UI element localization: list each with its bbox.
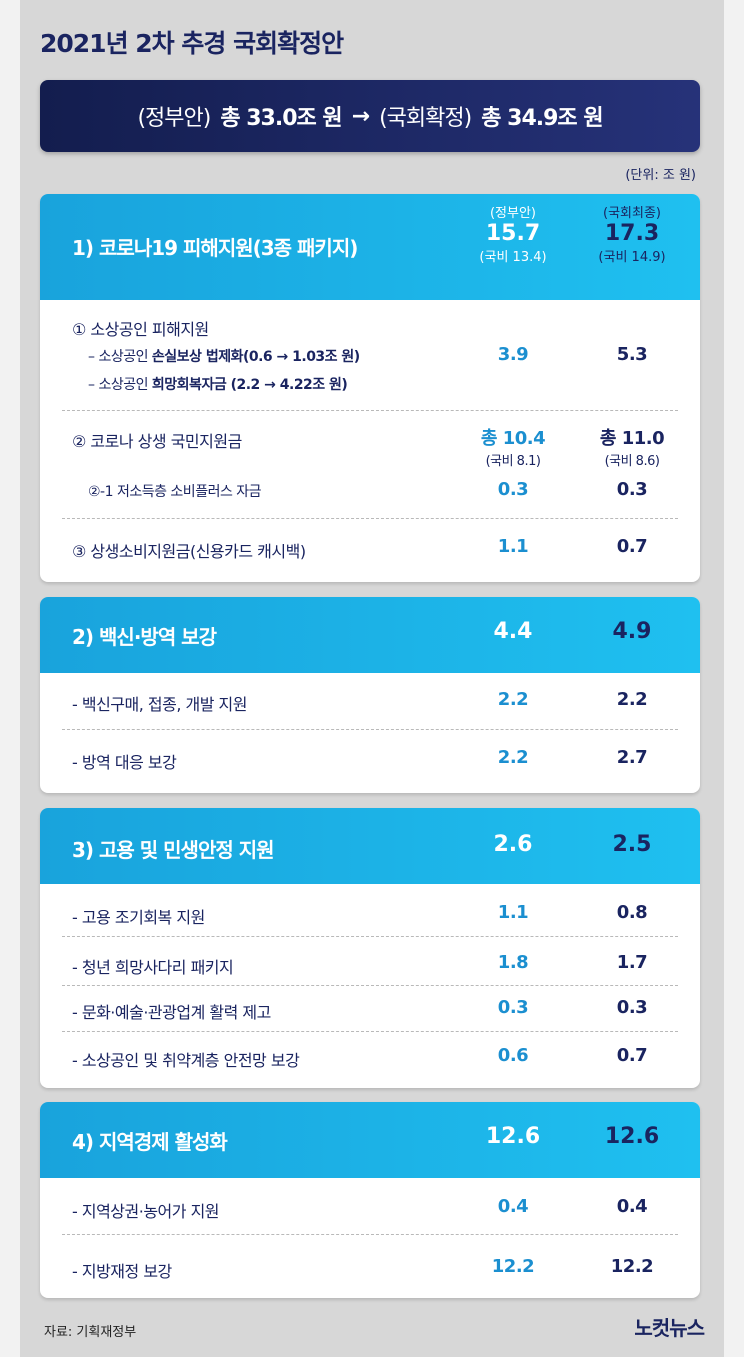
section-2-title: 2) 백신·방역 보강 [72,625,217,649]
row-gov-value: 2.2 [497,747,529,768]
row-label: - 지역상권·농어가 지원 [72,1202,220,1221]
row-gov-value: 12.2 [491,1256,535,1277]
section-1-nat-column: (국회최종) 17.3 (국비 14.9) [572,202,692,265]
row-nat-value: 2.2 [616,689,648,710]
row-gov-value: 1.8 [497,952,529,973]
item-2-nat-sub: (국비 8.6) [604,454,660,469]
item-1-sub-2-prefix: – 소상공인 [88,377,152,393]
section-4-gov-value: 12.6 [485,1124,541,1149]
section-1-gov-column: (정부안) 15.7 (국비 13.4) [453,202,573,265]
section-1-gov-sub: (국비 13.4) [479,250,547,265]
item-1-sub-1-prefix: – 소상공인 [88,349,152,365]
row-nat-value: 0.4 [616,1196,648,1217]
banner-gov-total: 총 33.0조 원 [220,106,342,131]
unit-label: (단위: 조 원) [625,168,696,183]
section-2-nat-column: 4.9 [572,619,692,644]
section-2-nat-value: 4.9 [612,619,652,644]
row-nat-value: 0.3 [616,997,648,1018]
section-1-nat-sub: (국비 14.9) [598,250,666,265]
section-4-nat-value: 12.6 [604,1124,660,1149]
section-3-nat-value: 2.5 [612,832,652,857]
section-4-card: 4) 지역경제 활성화 12.6 12.6 - 지역상권·농어가 지원 0.4 … [40,1102,700,1298]
total-banner: (정부안) 총 33.0조 원 → (국회확정) 총 34.9조 원 [40,80,700,152]
divider [62,1031,678,1032]
row-nat-value: 0.8 [616,902,648,923]
row-label: - 지방재정 보강 [72,1262,172,1281]
row-label: - 소상공인 및 취약계층 안전망 보강 [72,1051,300,1070]
row-label: - 백신구매, 접종, 개발 지원 [72,695,248,714]
section-2-gov-column: 4.4 [453,619,573,644]
divider [62,729,678,730]
section-2-header: 2) 백신·방역 보강 4.4 4.9 [40,597,700,673]
item-1-sub-1-bold: 손실보상 법제화(0.6 → 1.03조 원) [151,349,360,365]
item-3-gov-value: 1.1 [497,536,529,557]
divider [62,518,678,519]
row-label: - 고용 조기회복 지원 [72,908,205,927]
item-1-nat-value: 5.3 [616,344,648,365]
banner-nat-total: 총 34.9조 원 [481,106,603,131]
section-4-title: 4) 지역경제 활성화 [72,1130,228,1154]
divider [62,1234,678,1235]
section-3-card: 3) 고용 및 민생안정 지원 2.6 2.5 - 고용 조기회복 지원 1.1… [40,808,700,1088]
section-3-nat-column: 2.5 [572,832,692,857]
item-3-nat-value: 0.7 [616,536,648,557]
banner-arrow: → [351,103,370,129]
section-1-title: 1) 코로나19 피해지원(3종 패키지) [72,236,358,260]
item-1-title: ① 소상공인 피해지원 [72,320,209,339]
section-4-nat-column: 12.6 [572,1124,692,1149]
row-gov-value: 0.3 [497,997,529,1018]
row-gov-value: 0.4 [497,1196,529,1217]
item-1-sub-2: – 소상공인 희망회복자금 (2.2 → 4.22조 원) [88,374,348,394]
row-label: - 청년 희망사다리 패키지 [72,958,234,977]
item-2-1-nat-value: 0.3 [616,479,648,500]
item-2-1-label: ②-1 저소득층 소비플러스 자금 [88,484,262,500]
section-1-nat-value: 17.3 [604,221,660,246]
section-2-card: 2) 백신·방역 보강 4.4 4.9 - 백신구매, 접종, 개발 지원 2.… [40,597,700,793]
item-1-gov-value: 3.9 [497,344,529,365]
item-1-sub-1: – 소상공인 손실보상 법제화(0.6 → 1.03조 원) [88,346,360,366]
section-1-gov-value: 15.7 [485,221,541,246]
section-1-header: 1) 코로나19 피해지원(3종 패키지) (정부안) 15.7 (국비 13.… [40,194,700,300]
row-label: - 방역 대응 보강 [72,753,177,772]
item-3-title: ③ 상생소비지원금(신용카드 캐시백) [72,542,306,561]
divider [62,410,678,411]
banner-nat-prefix: (국회확정) [379,106,472,131]
item-2-gov-value: 총 10.4 [480,428,546,449]
banner-gov-prefix: (정부안) [137,106,211,131]
source-note: 자료: 기획재정부 [44,1325,137,1340]
row-label: - 문화·예술·관광업계 활력 제고 [72,1003,271,1022]
section-1-card: 1) 코로나19 피해지원(3종 패키지) (정부안) 15.7 (국비 13.… [40,194,700,582]
section-2-gov-value: 4.4 [493,619,533,644]
row-gov-value: 0.6 [497,1045,529,1066]
section-3-gov-column: 2.6 [453,832,573,857]
divider [62,985,678,986]
item-2-1-gov-value: 0.3 [497,479,529,500]
row-nat-value: 1.7 [616,952,648,973]
row-nat-value: 12.2 [610,1256,654,1277]
page-title: 2021년 2차 추경 국회확정안 [40,29,344,58]
item-2-nat-value: 총 11.0 [599,428,665,449]
nat-caption: (국회최종) [603,206,661,221]
row-gov-value: 2.2 [497,689,529,710]
section-3-header: 3) 고용 및 민생안정 지원 2.6 2.5 [40,808,700,884]
section-4-gov-column: 12.6 [453,1124,573,1149]
section-3-gov-value: 2.6 [493,832,533,857]
nocutnews-logo: 노컷뉴스 [634,1316,705,1340]
row-gov-value: 1.1 [497,902,529,923]
item-2-title: ② 코로나 상생 국민지원금 [72,432,242,451]
item-1-sub-2-bold: 희망회복자금 (2.2 → 4.22조 원) [151,377,348,393]
row-nat-value: 0.7 [616,1045,648,1066]
item-2-gov-sub: (국비 8.1) [485,454,541,469]
section-3-title: 3) 고용 및 민생안정 지원 [72,838,275,862]
divider [62,936,678,937]
gov-caption: (정부안) [489,206,537,221]
section-4-header: 4) 지역경제 활성화 12.6 12.6 [40,1102,700,1178]
row-nat-value: 2.7 [616,747,648,768]
